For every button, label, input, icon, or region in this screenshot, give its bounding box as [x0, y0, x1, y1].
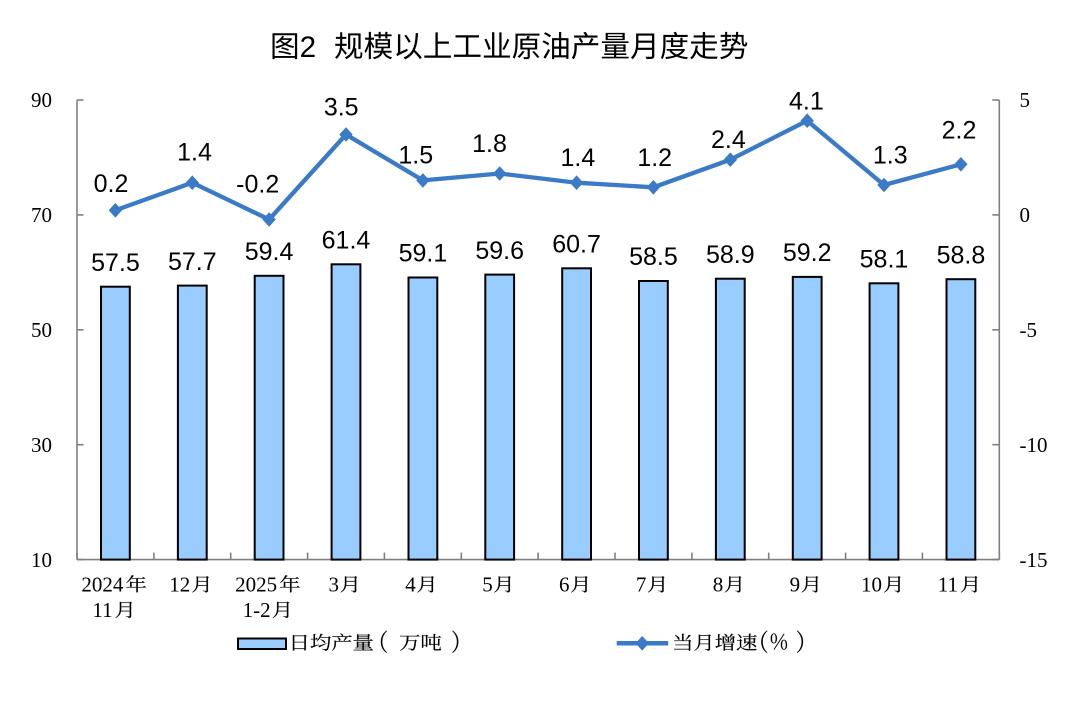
svg-text:59.1: 59.1	[399, 240, 448, 268]
svg-text:0.2: 0.2	[94, 170, 129, 198]
svg-text:4.1: 4.1	[789, 87, 824, 115]
svg-text:58.1: 58.1	[860, 246, 909, 274]
svg-text:1.4: 1.4	[561, 144, 596, 172]
svg-text:6: 6	[559, 573, 570, 597]
svg-text:1.5: 1.5	[398, 142, 433, 170]
svg-text:1.3: 1.3	[873, 142, 908, 170]
svg-text:4: 4	[405, 573, 416, 597]
svg-text:60.7: 60.7	[552, 231, 601, 259]
svg-text:2.2: 2.2	[942, 117, 977, 145]
svg-text:58.5: 58.5	[629, 243, 678, 271]
svg-text:30: 30	[31, 433, 52, 457]
svg-text:2.4: 2.4	[711, 126, 746, 154]
svg-text:10: 10	[31, 548, 52, 572]
svg-text:-10: -10	[1020, 433, 1048, 457]
svg-text:1-2: 1-2	[243, 598, 271, 622]
svg-text:3: 3	[329, 573, 340, 597]
svg-text:50: 50	[31, 318, 52, 342]
svg-text:10: 10	[861, 573, 882, 597]
svg-text:1.4: 1.4	[177, 139, 212, 167]
svg-text:2025: 2025	[235, 573, 277, 597]
svg-text:-15: -15	[1020, 548, 1048, 572]
svg-text:9: 9	[790, 573, 801, 597]
svg-text:61.4: 61.4	[322, 227, 371, 255]
svg-text:58.9: 58.9	[706, 241, 755, 269]
svg-text:59.2: 59.2	[783, 239, 832, 267]
svg-text:5: 5	[482, 573, 493, 597]
svg-text:1.8: 1.8	[472, 130, 507, 158]
svg-text:58.8: 58.8	[937, 241, 986, 269]
svg-text:59.4: 59.4	[245, 238, 294, 266]
svg-text:70: 70	[31, 203, 52, 227]
svg-text:1.2: 1.2	[637, 144, 672, 172]
svg-text:2: 2	[300, 31, 316, 64]
svg-text:7: 7	[636, 573, 647, 597]
svg-text:5: 5	[1020, 88, 1031, 112]
svg-text:-0.2: -0.2	[236, 170, 279, 198]
svg-text:57.5: 57.5	[91, 249, 140, 277]
svg-text:57.7: 57.7	[168, 248, 217, 276]
svg-text:8: 8	[713, 573, 724, 597]
svg-text:11: 11	[938, 573, 958, 597]
svg-text:11: 11	[92, 598, 112, 622]
svg-text:3.5: 3.5	[324, 94, 359, 122]
svg-text:2024: 2024	[81, 573, 124, 597]
svg-text:59.6: 59.6	[475, 237, 524, 265]
svg-text:90: 90	[31, 88, 52, 112]
svg-text:0: 0	[1020, 203, 1031, 227]
svg-text:-5: -5	[1020, 318, 1038, 342]
svg-text:12: 12	[169, 573, 190, 597]
